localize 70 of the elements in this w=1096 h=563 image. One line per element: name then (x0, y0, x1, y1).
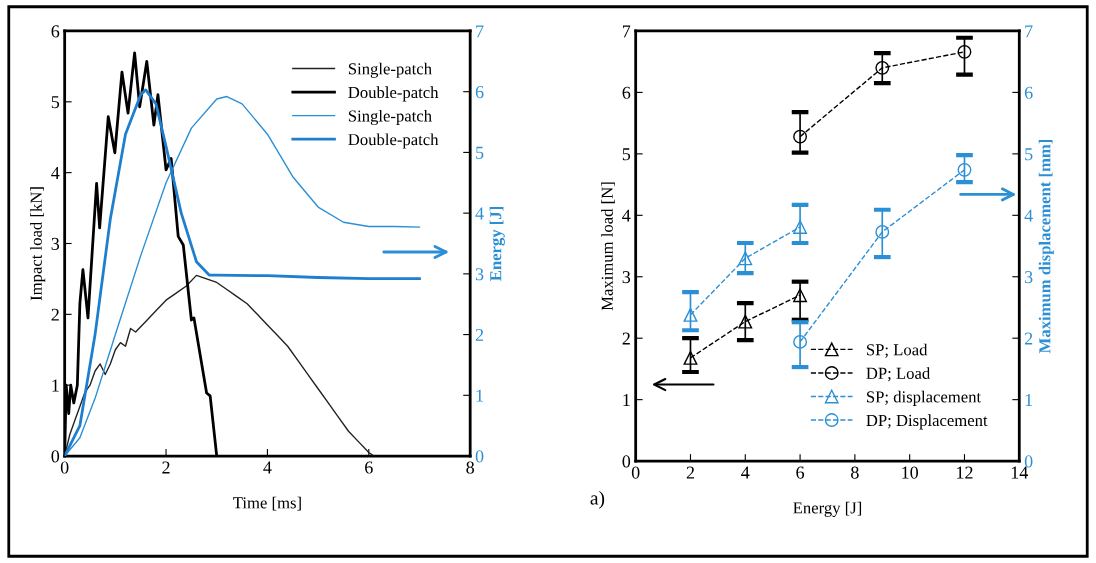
point (738, 314, 753, 329)
y2-tick-label: 6 (475, 86, 484, 99)
point (793, 334, 808, 349)
x-axis-title: Time [ms] (233, 496, 301, 511)
legend-label: DP; Displacement (866, 414, 988, 430)
y-tick-label: 3 (51, 237, 60, 250)
x-tick-label: 8 (466, 461, 475, 474)
legend-label: SP; Load (866, 343, 928, 358)
y2-tick-label: 1 (1025, 393, 1033, 406)
y-tick-label: 0 (51, 450, 60, 463)
y2-axis-title: Maximum displacement [mm] (1038, 139, 1054, 354)
y2-tick-label: 4 (1024, 209, 1033, 222)
y2-tick-label: 5 (1025, 148, 1033, 161)
y2-axis-title: Energy [J] (489, 207, 505, 281)
y-tick-label: 2 (622, 332, 630, 345)
y2-tick-label: 7 (476, 25, 484, 38)
legend-label: Double-patch (348, 133, 439, 149)
legend-label: Double-patch (348, 86, 439, 102)
y-tick-label: 7 (622, 25, 631, 38)
y-tick-label: 1 (623, 393, 630, 406)
x-tick-label: 10 (902, 466, 919, 479)
y-tick-label: 2 (51, 308, 59, 321)
y2-tick-label: 4 (475, 207, 484, 220)
x-tick-label: 0 (60, 461, 69, 474)
x-tick-label: 6 (796, 466, 805, 479)
point (957, 44, 972, 59)
point (875, 60, 890, 75)
y2-tick-label: 1 (476, 389, 483, 402)
y-axis-title: Maximum load [N] (601, 182, 615, 311)
y2-tick-label: 2 (1024, 332, 1033, 345)
y-tick-label: 4 (51, 167, 60, 179)
y-axis-title: Impact load [kN] (30, 187, 46, 301)
x-tick-label: 4 (741, 466, 750, 479)
x-tick-label: 6 (365, 461, 373, 474)
point (793, 220, 808, 234)
point (738, 251, 753, 266)
point (793, 129, 808, 144)
y-tick-label: 3 (622, 271, 631, 284)
x-axis-title: Energy [J] (793, 501, 862, 517)
x-tick-label: 2 (162, 461, 170, 474)
y-tick-label: 4 (622, 209, 631, 222)
x-tick-label: 12 (957, 466, 973, 479)
point (683, 350, 698, 365)
text: a) (590, 490, 605, 509)
x-tick-label: 0 (631, 466, 640, 479)
point (683, 307, 698, 322)
y2-tick-label: 0 (475, 450, 484, 463)
legend-label: DP; Load (866, 367, 931, 382)
point (957, 162, 972, 177)
legend-label: Single-patch (348, 62, 432, 78)
y-tick-label: 5 (51, 96, 60, 109)
y-tick-label: 6 (622, 86, 631, 99)
y2-tick-label: 6 (1024, 86, 1033, 99)
x-tick-label: 2 (686, 466, 694, 479)
y-tick-label: 5 (622, 148, 631, 161)
line-series (64, 274, 375, 457)
x-tick-label: 8 (851, 466, 859, 479)
y2-tick-label: 5 (476, 146, 484, 159)
x-tick-label: 4 (263, 461, 272, 474)
x-tick-label: 14 (1011, 466, 1029, 479)
y-tick-label: 6 (51, 25, 60, 38)
y2-tick-label: 3 (1025, 271, 1033, 284)
legend-label: Single-patch (348, 109, 432, 126)
y2-tick-label: 2 (475, 328, 484, 341)
y2-tick-label: 3 (475, 268, 484, 281)
point (875, 224, 890, 239)
legend-label: SP; displacement (866, 390, 982, 406)
point (793, 288, 808, 303)
y2-tick-label: 7 (1025, 25, 1033, 38)
y-tick-label: 1 (52, 379, 59, 392)
